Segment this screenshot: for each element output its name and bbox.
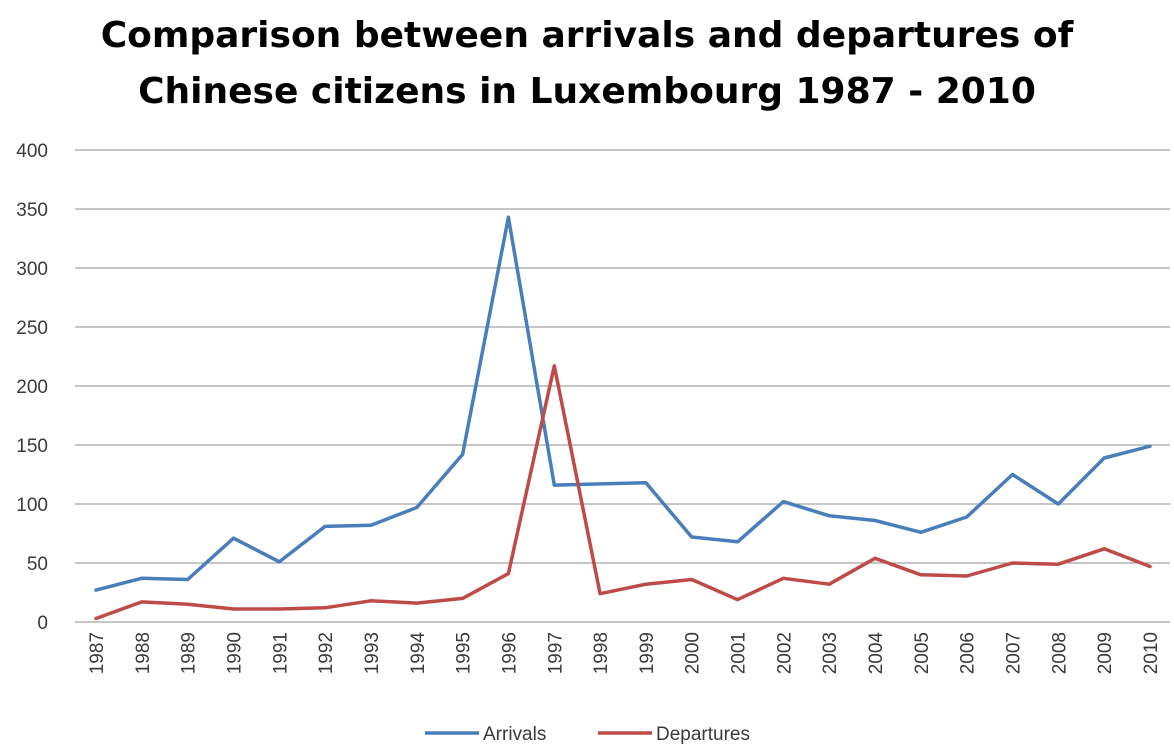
data-point-departures-2001	[735, 597, 740, 602]
x-tick-label-2002: 2002	[774, 632, 795, 674]
data-point-arrivals-2009	[1102, 456, 1106, 460]
data-point-arrivals-1987	[94, 588, 98, 592]
data-point-arrivals-1993	[369, 523, 373, 527]
data-point-departures-1990	[231, 607, 236, 611]
x-tick-label-1999: 1999	[637, 632, 658, 674]
data-point-arrivals-1999	[644, 481, 648, 485]
series-line-arrivals	[94, 215, 1152, 592]
x-tick-label-1991: 1991	[270, 632, 291, 674]
x-tick-label-1995: 1995	[454, 632, 475, 674]
data-point-departures-1991	[277, 607, 281, 611]
x-tick-label-1997: 1997	[545, 632, 566, 674]
data-point-departures-2008	[1056, 562, 1060, 566]
x-tick-label-2005: 2005	[912, 632, 933, 674]
data-point-departures-1994	[415, 601, 419, 605]
y-tick-label-250: 250	[16, 318, 48, 339]
data-point-arrivals-2000	[690, 535, 694, 539]
data-point-departures-2010	[1148, 564, 1152, 569]
y-tick-label-50: 50	[27, 554, 48, 575]
y-tick-label-350: 350	[16, 200, 48, 221]
data-point-departures-2009	[1102, 547, 1106, 551]
y-tick-label-150: 150	[16, 436, 48, 457]
x-tick-label-1987: 1987	[87, 632, 108, 674]
data-point-arrivals-1990	[231, 536, 236, 540]
data-point-arrivals-1996	[506, 215, 511, 219]
x-tick-label-1992: 1992	[316, 632, 337, 674]
data-point-departures-2007	[1010, 561, 1015, 565]
y-tick-label-300: 300	[16, 259, 48, 280]
data-point-departures-1998	[598, 592, 602, 596]
series-lines	[94, 215, 1152, 621]
data-point-departures-2004	[873, 556, 877, 560]
data-point-departures-1987	[94, 616, 98, 621]
data-point-departures-2005	[919, 573, 923, 577]
data-point-arrivals-1998	[598, 482, 602, 486]
data-point-departures-1999	[644, 582, 648, 586]
chart-title: Comparison between arrivals and departur…	[0, 8, 1174, 120]
x-tick-label-1989: 1989	[179, 632, 200, 674]
data-point-arrivals-2004	[873, 518, 877, 523]
y-tick-label-100: 100	[16, 495, 48, 516]
data-point-departures-2006	[965, 574, 969, 578]
y-tick-label-200: 200	[16, 377, 48, 398]
chart-title-line-2: Chinese citizens in Luxembourg 1987 - 20…	[138, 71, 1036, 112]
data-point-arrivals-2003	[827, 514, 831, 518]
legend: Arrivals Departures	[425, 724, 750, 745]
data-point-arrivals-1989	[186, 577, 190, 582]
data-point-arrivals-2005	[919, 530, 923, 534]
data-point-arrivals-1991	[277, 560, 281, 564]
data-point-departures-2003	[827, 582, 831, 586]
data-point-arrivals-1997	[552, 483, 556, 487]
y-axis-tick-labels: 0 50 100 150 200 250 300 350 400	[16, 141, 48, 634]
data-point-arrivals-2002	[781, 500, 785, 504]
data-point-arrivals-2007	[1010, 472, 1015, 477]
x-tick-label-1990: 1990	[224, 632, 245, 674]
x-tick-label-1988: 1988	[133, 632, 154, 674]
data-point-arrivals-1992	[323, 524, 327, 529]
chart-title-line-1: Comparison between arrivals and departur…	[100, 15, 1074, 56]
series-line-departures	[94, 364, 1152, 621]
x-tick-label-2010: 2010	[1141, 632, 1162, 674]
data-point-departures-1989	[186, 602, 190, 606]
data-point-arrivals-1995	[461, 452, 465, 457]
data-point-departures-1996	[506, 572, 511, 576]
data-point-departures-1988	[140, 600, 144, 604]
x-tick-label-2009: 2009	[1095, 632, 1116, 674]
x-tick-label-2004: 2004	[866, 632, 887, 675]
x-tick-label-1996: 1996	[499, 632, 520, 674]
legend-label-departures: Departures	[656, 724, 750, 745]
data-point-departures-2000	[690, 577, 694, 582]
data-point-arrivals-2006	[965, 515, 969, 519]
x-tick-label-2003: 2003	[820, 632, 841, 674]
data-point-arrivals-2001	[735, 540, 740, 544]
x-tick-label-1994: 1994	[408, 632, 429, 675]
data-point-departures-2002	[781, 576, 785, 580]
data-point-departures-1995	[461, 596, 465, 601]
legend-label-arrivals: Arrivals	[483, 724, 546, 745]
x-tick-label-2007: 2007	[1004, 632, 1025, 674]
data-point-departures-1993	[369, 599, 373, 603]
data-point-arrivals-1988	[140, 576, 144, 580]
data-point-arrivals-2010	[1148, 444, 1152, 448]
x-tick-label-2000: 2000	[683, 632, 704, 674]
x-tick-label-1993: 1993	[362, 632, 383, 674]
x-tick-label-2001: 2001	[729, 632, 750, 674]
x-tick-label-1998: 1998	[591, 632, 612, 674]
y-tick-label-0: 0	[37, 613, 48, 634]
x-axis-tick-labels: 1987 1988 1989 1990 1991 1992 1993 1994 1995 1996…	[87, 632, 1162, 675]
x-tick-label-2006: 2006	[958, 632, 979, 674]
data-point-arrivals-2008	[1056, 502, 1060, 506]
x-tick-label-2008: 2008	[1049, 632, 1070, 674]
data-point-arrivals-1994	[415, 505, 419, 510]
y-tick-label-400: 400	[16, 141, 48, 162]
data-point-departures-1992	[323, 606, 327, 610]
gridlines	[75, 149, 1170, 623]
data-point-departures-1997	[552, 364, 556, 368]
